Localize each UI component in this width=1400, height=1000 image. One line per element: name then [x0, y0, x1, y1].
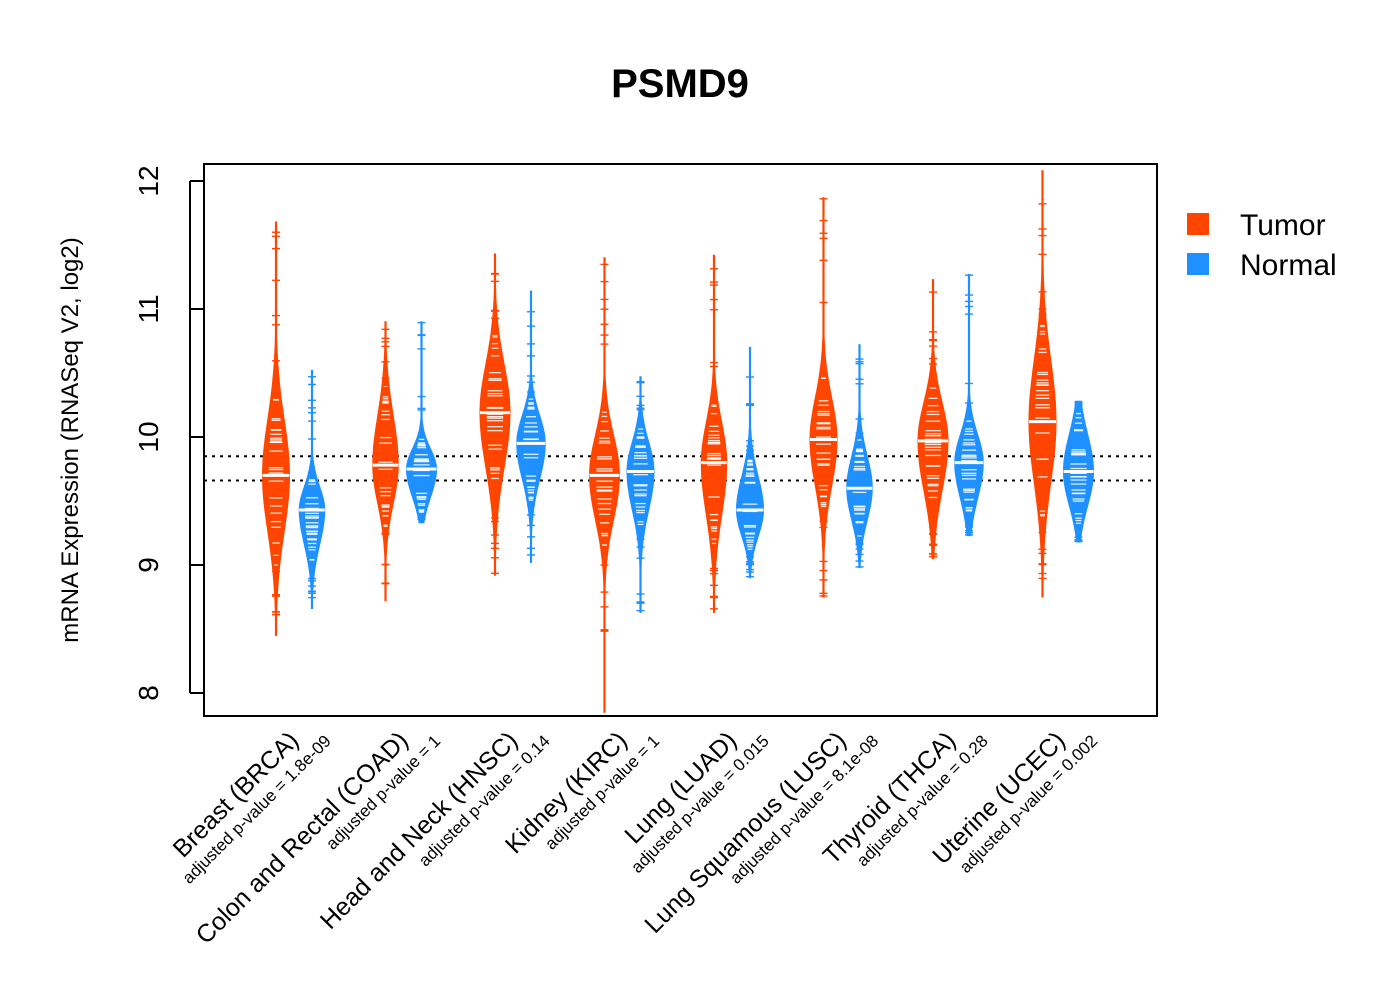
legend-swatch-tumor — [1187, 213, 1209, 235]
y-tick-label: 9 — [133, 557, 164, 573]
violin-body — [1028, 170, 1057, 598]
violin-normal — [626, 376, 655, 613]
violin-body — [809, 197, 838, 598]
violin-tumor — [809, 197, 838, 598]
violin-body — [736, 346, 764, 579]
y-tick-label: 12 — [133, 165, 164, 196]
violin-body — [372, 321, 399, 602]
violin-tumor — [700, 254, 728, 613]
chart-title: PSMD9 — [611, 62, 749, 106]
violin-normal — [406, 321, 437, 524]
violin-normal — [736, 346, 764, 579]
violin-body — [588, 257, 621, 713]
violin-tumor — [917, 279, 949, 560]
y-tick-label: 8 — [133, 685, 164, 701]
violin-tumor — [261, 221, 291, 636]
x-axis-labels: Breast (BRCA)adjusted p-value = 1.8e-09C… — [168, 726, 1102, 949]
legend-label-tumor: Tumor — [1240, 209, 1326, 242]
violin-tumor — [1028, 170, 1057, 598]
violin-tumor — [588, 257, 621, 713]
legend-label-normal: Normal — [1240, 249, 1337, 282]
violin-normal — [516, 290, 546, 563]
violin-body — [298, 369, 326, 609]
y-tick-label: 11 — [133, 294, 164, 323]
violin-body — [406, 321, 437, 524]
violin-normal — [846, 344, 873, 569]
reference-lines — [204, 455, 1157, 482]
y-tick-label: 10 — [133, 421, 164, 452]
violin-tumor — [372, 321, 399, 602]
violin-normal — [1063, 400, 1094, 543]
y-axis-label: mRNA Expression (RNASeq V2, log2) — [57, 237, 84, 643]
plot-frame — [203, 163, 1158, 717]
violins — [261, 170, 1094, 713]
violin-normal — [954, 273, 984, 537]
violin-body — [700, 254, 728, 613]
legend: Tumor Normal — [1187, 209, 1337, 282]
violin-normal — [298, 369, 326, 609]
y-axis: 8 9 10 11 12 — [133, 165, 204, 701]
violin-tumor — [479, 253, 511, 576]
violin-body — [261, 221, 291, 636]
legend-swatch-normal — [1187, 253, 1209, 275]
violin-body — [917, 279, 949, 560]
